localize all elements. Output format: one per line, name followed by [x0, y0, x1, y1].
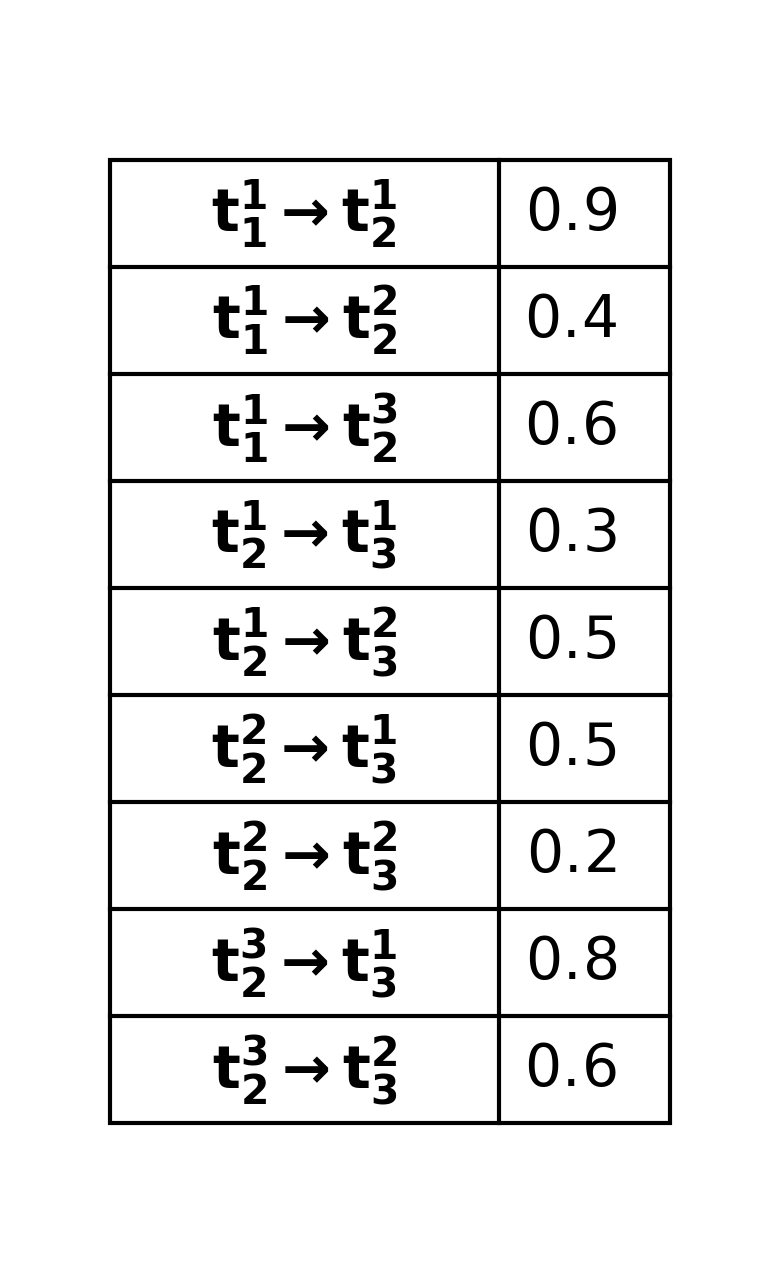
- Text: $\mathbf{t_2^1 \rightarrow t_3^1}$: $\mathbf{t_2^1 \rightarrow t_3^1}$: [212, 498, 398, 571]
- Text: $\mathit{0.\!5}$: $\mathit{0.\!5}$: [525, 614, 617, 670]
- Text: $\mathbf{t_2^1 \rightarrow t_3^2}$: $\mathbf{t_2^1 \rightarrow t_3^2}$: [212, 605, 397, 679]
- Text: $\mathit{0.\!4}$: $\mathit{0.\!4}$: [524, 292, 618, 350]
- Text: $\mathit{0.\!6}$: $\mathit{0.\!6}$: [524, 1041, 618, 1098]
- Text: $\mathbf{t_2^3 \rightarrow t_3^2}$: $\mathbf{t_2^3 \rightarrow t_3^2}$: [212, 1033, 397, 1107]
- Text: $\mathit{0.\!2}$: $\mathit{0.\!2}$: [526, 827, 616, 885]
- Text: $\mathbf{t_2^2 \rightarrow t_3^1}$: $\mathbf{t_2^2 \rightarrow t_3^1}$: [212, 712, 398, 785]
- Text: $\mathbf{t_1^1 \rightarrow t_2^2}$: $\mathbf{t_1^1 \rightarrow t_2^2}$: [212, 285, 397, 357]
- Text: $\mathbf{t_2^2 \rightarrow t_3^2}$: $\mathbf{t_2^2 \rightarrow t_3^2}$: [212, 819, 397, 892]
- Text: $\mathit{0.\!6}$: $\mathit{0.\!6}$: [524, 399, 618, 456]
- Text: $\mathit{0.\!8}$: $\mathit{0.\!8}$: [524, 934, 617, 991]
- Text: $\mathbf{t_1^1 \rightarrow t_2^3}$: $\mathbf{t_1^1 \rightarrow t_2^3}$: [212, 391, 397, 465]
- Text: $\mathit{0.\!9}$: $\mathit{0.\!9}$: [525, 186, 617, 243]
- Text: $\mathbf{t_1^1 \rightarrow t_2^1}$: $\mathbf{t_1^1 \rightarrow t_2^1}$: [212, 178, 398, 250]
- Text: $\mathbf{t_2^3 \rightarrow t_3^1}$: $\mathbf{t_2^3 \rightarrow t_3^1}$: [212, 925, 398, 1000]
- Text: $\mathit{0.\!3}$: $\mathit{0.\!3}$: [525, 506, 617, 563]
- Text: $\mathit{0.\!5}$: $\mathit{0.\!5}$: [525, 721, 617, 778]
